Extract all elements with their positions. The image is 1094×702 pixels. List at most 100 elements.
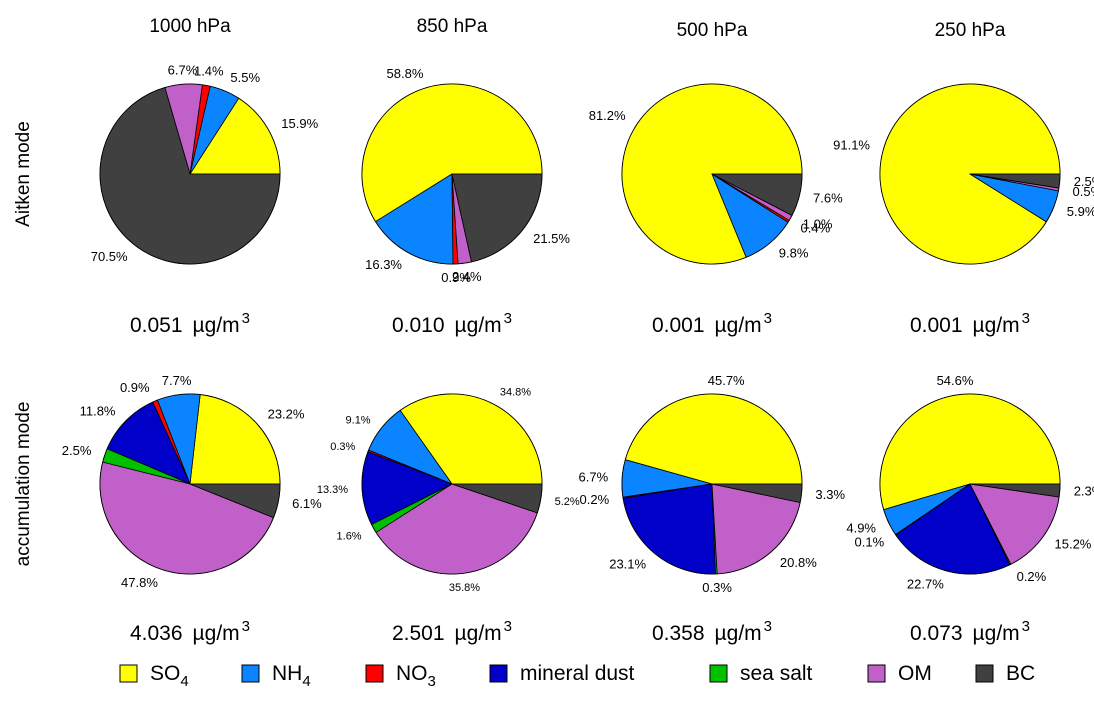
pie-panel: 91.1% 5.9% 0.5%2.5% [833, 83, 1094, 265]
total-value: 0.073 [910, 622, 963, 645]
slice-label: 0.5% [1073, 184, 1094, 199]
pie-panel: 23.2% 7.7% 0.9% 11.8% 2.5% 47.8% 6.1% [62, 373, 322, 590]
legend-item-bc: BC [975, 662, 1035, 685]
total-mass: 0.001 µg/m 3 [652, 310, 772, 337]
slice-label: 0.2% [580, 492, 610, 507]
slice-label: 23.1% [609, 557, 646, 572]
pie-panel: 15.9% 5.5% 1.4%6.7% 70.5% [91, 62, 319, 265]
slice-label: 58.8% [387, 66, 424, 81]
slice-label: 13.3% [317, 484, 348, 496]
pie-slice-dust [106, 401, 191, 485]
total-unit: µg/m [455, 314, 502, 337]
slice-label: 91.1% [833, 137, 870, 152]
pie-slice-bc [451, 173, 543, 263]
slice-label: 0.3% [330, 441, 355, 453]
column-title: 250 hPa [935, 20, 1006, 41]
slice-label: 11.8% [80, 403, 116, 418]
slice-label: 7.6% [813, 191, 843, 206]
slice-label: 9.8% [779, 246, 809, 261]
pie-slice-so4 [361, 83, 543, 222]
legend-item-so4: SO4 [119, 662, 189, 690]
pie-slice-bc [969, 483, 1061, 498]
pie-slice-dust [895, 483, 1011, 575]
total-unit-sup: 3 [504, 310, 512, 327]
total-unit: µg/m [193, 314, 240, 337]
column-title: 1000 hPa [149, 16, 231, 37]
slice-label: 0.9% [441, 270, 471, 285]
column-title: 500 hPa [677, 20, 748, 41]
legend-swatch [489, 664, 508, 683]
legend-label: sea salt [740, 662, 813, 685]
slice-label: 15.2% [1055, 537, 1092, 552]
slice-label: 0.4% [801, 221, 831, 236]
slice-label: 5.2% [555, 496, 580, 508]
slice-label: 1.4% [194, 64, 224, 79]
pie-panel: 81.2% 9.8% 0.4%1.0% 7.6% [589, 83, 843, 265]
pie-slice-bc [711, 483, 803, 503]
slice-label: 35.8% [449, 582, 480, 594]
total-mass: 0.358 µg/m 3 [652, 618, 772, 645]
slice-label: 5.9% [1067, 204, 1094, 219]
total-unit-sup: 3 [1022, 618, 1030, 635]
row-labels: Aitken mode accumulation mode [13, 121, 34, 566]
total-mass: 2.501 µg/m 3 [392, 618, 512, 645]
pie-panel: 54.6% 4.9%0.1% 22.7% 0.2% 15.2% 2.3% [846, 373, 1094, 592]
slice-label: 15.9% [281, 116, 318, 131]
total-unit: µg/m [193, 622, 240, 645]
total-unit-sup: 3 [242, 618, 250, 635]
legend-label: mineral dust [520, 662, 635, 685]
total-value: 4.036 [130, 622, 183, 645]
total-value: 0.358 [652, 622, 705, 645]
legend-swatch [365, 664, 384, 683]
total-value: 0.051 [130, 314, 183, 337]
total-unit-sup: 3 [1022, 310, 1030, 327]
legend-swatch [867, 664, 886, 683]
legend-item-no3: NO3 [365, 662, 436, 690]
total-unit: µg/m [715, 622, 762, 645]
slice-label: 2.3% [1074, 484, 1094, 499]
pie-slice-om [99, 461, 274, 575]
slice-label: 5.5% [230, 70, 260, 85]
slice-label: 54.6% [937, 373, 974, 388]
pie-slice-bc [711, 173, 803, 216]
slice-label: 81.2% [589, 108, 626, 123]
legend-label: BC [1006, 662, 1035, 685]
slice-label: 2.5% [1074, 174, 1094, 189]
slice-label: 6.1% [292, 496, 322, 511]
slice-label: 9.1% [346, 414, 371, 426]
legend-item-om: OM [867, 662, 932, 685]
pie-slice-nh4 [375, 173, 454, 265]
legend-item-nh4: NH4 [241, 662, 311, 690]
slice-label: 6.7% [579, 470, 609, 485]
slice-label: 2.5% [62, 443, 92, 458]
slice-label: 2.4% [452, 269, 482, 284]
pie-slice-bc [189, 483, 281, 519]
slice-label: 70.5% [91, 249, 128, 264]
slice-label: 1.0% [803, 217, 833, 232]
slice-label: 0.9% [120, 380, 150, 395]
pie-slice-so4 [189, 97, 281, 175]
slice-label: 22.7% [907, 577, 944, 592]
legend-item-salt: sea salt [709, 662, 813, 685]
pie-panel: 58.8% 16.3% 0.9%2.4% 21.5% [361, 66, 570, 285]
column-title: 850 hPa [417, 16, 488, 37]
pie-panel: 34.8% 9.1% 0.3% 13.3% 1.6% 35.8% 5.2% [317, 387, 580, 595]
legend-swatch [709, 664, 728, 683]
pie-slice-so4 [399, 393, 543, 485]
total-value: 0.010 [392, 314, 445, 337]
pie-panel: 45.7% 6.7% 0.2% 23.1% 0.3% 20.8% 3.3% [579, 373, 846, 595]
slice-label: 3.3% [815, 487, 845, 502]
pie-slice-dust [622, 483, 716, 575]
pie-slice-om [711, 483, 801, 575]
legend-swatch [119, 664, 138, 683]
column-titles: 1000 hPa 850 hPa 500 hPa 250 hPa [149, 16, 1006, 41]
total-unit-sup: 3 [764, 618, 772, 635]
pie-panels: 15.9%5.5%1.4%6.7%70.5%58.8%16.3%0.9%2.4%… [62, 62, 1094, 595]
total-unit: µg/m [973, 314, 1020, 337]
pie-slice-om [969, 483, 1060, 565]
pie-slice-bc [451, 483, 543, 514]
total-value: 0.001 [910, 314, 963, 337]
slice-label: 21.5% [533, 231, 570, 246]
pie-slice-bc [969, 173, 1061, 189]
